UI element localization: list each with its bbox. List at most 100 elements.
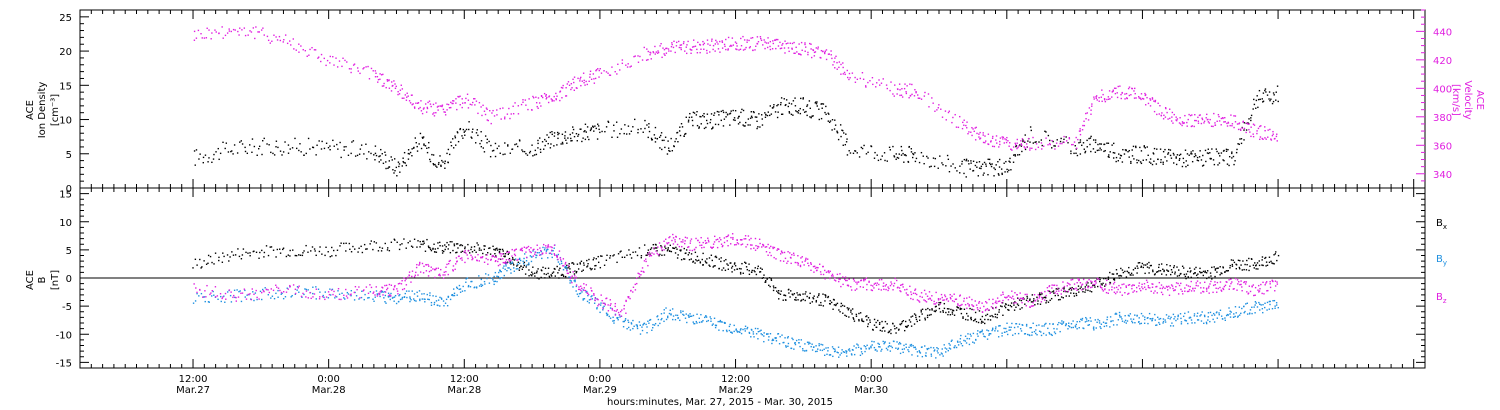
data-point bbox=[502, 107, 504, 109]
data-point bbox=[770, 279, 773, 281]
data-point bbox=[309, 291, 311, 294]
data-point bbox=[818, 118, 820, 121]
data-point bbox=[1154, 99, 1157, 102]
data-point bbox=[402, 160, 404, 163]
data-point bbox=[1213, 163, 1216, 166]
data-point bbox=[1277, 100, 1279, 103]
data-point bbox=[1032, 136, 1034, 139]
data-point bbox=[907, 349, 909, 351]
data-point bbox=[1088, 107, 1091, 109]
data-point bbox=[1256, 95, 1258, 97]
data-point bbox=[1085, 316, 1087, 319]
data-point bbox=[1011, 322, 1013, 325]
data-point bbox=[810, 116, 812, 119]
data-point bbox=[1008, 329, 1010, 331]
data-point bbox=[873, 318, 876, 321]
data-point bbox=[391, 159, 393, 161]
data-point bbox=[1164, 321, 1167, 323]
data-point bbox=[441, 249, 444, 252]
data-point bbox=[535, 153, 538, 156]
data-point bbox=[992, 328, 994, 331]
data-point bbox=[343, 294, 345, 297]
data-point bbox=[977, 330, 979, 332]
data-point bbox=[436, 106, 439, 108]
data-point bbox=[982, 333, 984, 335]
data-point bbox=[531, 109, 533, 111]
data-point bbox=[537, 268, 539, 270]
data-point bbox=[756, 127, 758, 130]
data-point bbox=[548, 95, 551, 97]
data-point bbox=[672, 318, 674, 321]
data-point bbox=[1162, 318, 1165, 320]
data-point bbox=[804, 293, 806, 295]
data-point bbox=[381, 85, 384, 87]
data-point bbox=[993, 145, 996, 148]
data-point bbox=[998, 158, 1001, 161]
data-point bbox=[952, 163, 954, 165]
data-point bbox=[257, 31, 259, 33]
data-point bbox=[324, 254, 326, 257]
data-point bbox=[884, 320, 887, 323]
data-point bbox=[494, 252, 496, 255]
data-point bbox=[1154, 319, 1156, 321]
data-point bbox=[488, 140, 490, 143]
data-point bbox=[214, 286, 217, 288]
data-point bbox=[356, 67, 359, 69]
data-point bbox=[1010, 169, 1012, 171]
data-point bbox=[1109, 282, 1112, 284]
data-point bbox=[1017, 326, 1019, 328]
data-point bbox=[854, 81, 857, 83]
data-point bbox=[455, 102, 457, 104]
data-point bbox=[1241, 307, 1243, 310]
data-point bbox=[562, 84, 564, 87]
data-point bbox=[667, 48, 670, 50]
data-point bbox=[1220, 124, 1222, 126]
data-point bbox=[279, 39, 282, 42]
data-point bbox=[1079, 139, 1082, 141]
data-point bbox=[598, 128, 600, 131]
data-point bbox=[394, 169, 396, 172]
data-point bbox=[1211, 266, 1213, 269]
data-point bbox=[853, 318, 855, 320]
data-point bbox=[935, 357, 937, 359]
data-point bbox=[690, 49, 693, 51]
data-point bbox=[1009, 329, 1012, 331]
data-point bbox=[1190, 125, 1193, 128]
data-point bbox=[453, 244, 456, 247]
data-point bbox=[1249, 131, 1251, 133]
data-point bbox=[1216, 271, 1218, 273]
data-point bbox=[684, 133, 686, 135]
data-point bbox=[623, 132, 625, 135]
data-point bbox=[950, 165, 952, 167]
data-point bbox=[938, 304, 940, 306]
data-point bbox=[735, 328, 737, 330]
data-point bbox=[550, 275, 553, 277]
data-point bbox=[1013, 326, 1016, 329]
data-point bbox=[754, 267, 756, 269]
data-point bbox=[714, 43, 717, 45]
data-point bbox=[226, 254, 229, 256]
data-point bbox=[995, 326, 997, 328]
data-point bbox=[861, 319, 863, 322]
data-point bbox=[218, 158, 220, 161]
data-point bbox=[1023, 140, 1025, 142]
data-point bbox=[783, 294, 786, 296]
data-point bbox=[234, 254, 237, 256]
data-point bbox=[319, 291, 321, 293]
data-point bbox=[1087, 320, 1090, 322]
data-point bbox=[777, 45, 780, 47]
data-point bbox=[652, 51, 655, 54]
data-point bbox=[837, 352, 839, 354]
data-point bbox=[733, 117, 736, 119]
data-point bbox=[1137, 262, 1140, 264]
data-point bbox=[715, 324, 718, 327]
data-point bbox=[1068, 322, 1070, 324]
data-point bbox=[646, 326, 648, 328]
data-point bbox=[270, 297, 272, 299]
data-point bbox=[761, 277, 764, 279]
data-point bbox=[676, 131, 679, 134]
data-point bbox=[384, 151, 386, 153]
data-point bbox=[201, 37, 203, 39]
data-point bbox=[456, 243, 459, 245]
data-point bbox=[435, 165, 437, 167]
